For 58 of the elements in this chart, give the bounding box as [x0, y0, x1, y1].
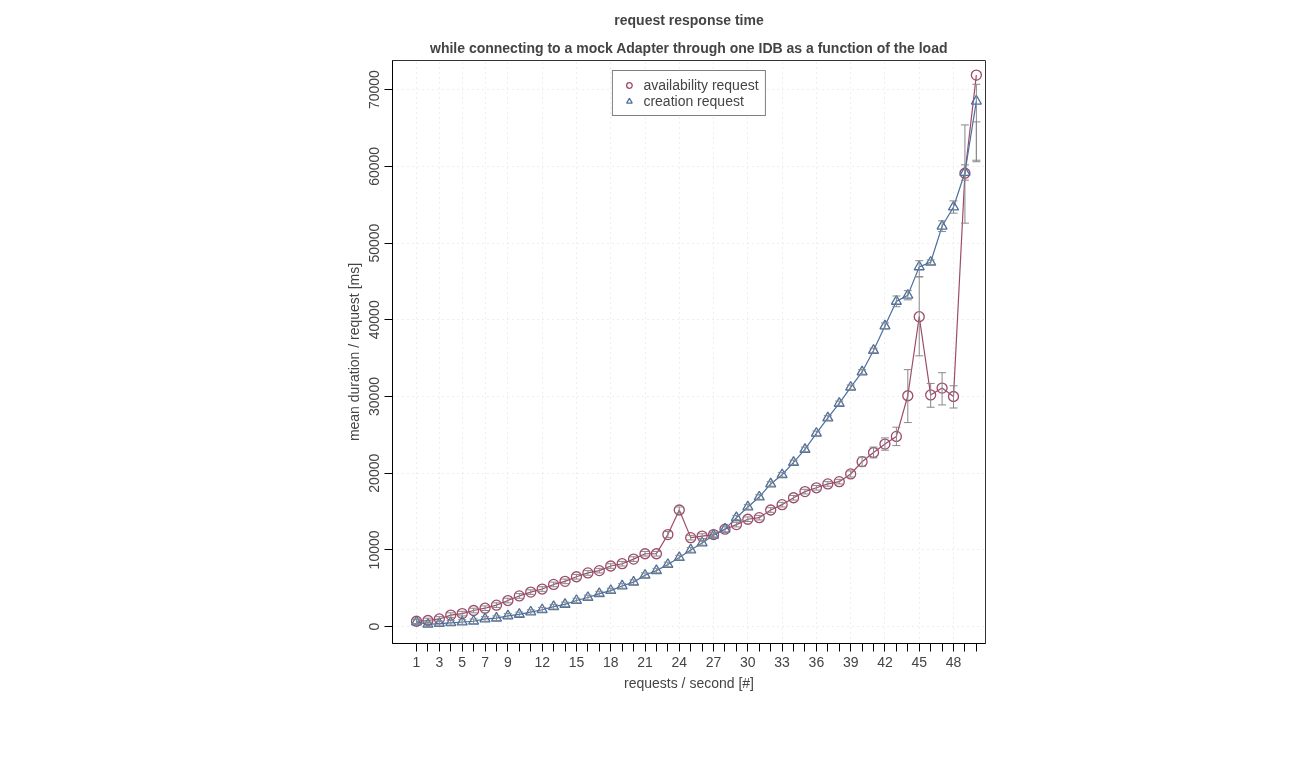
y-tick-label: 60000 [366, 146, 383, 186]
point [559, 597, 571, 608]
x-tick-label: 21 [637, 653, 654, 670]
point [456, 615, 468, 626]
point [936, 382, 948, 394]
x-tick-label: 15 [568, 653, 585, 670]
y-tick-label: 20000 [366, 453, 383, 493]
x-tick-label: 48 [945, 653, 962, 670]
point [810, 426, 823, 437]
point [833, 396, 845, 407]
point [822, 411, 834, 422]
x-tick-label: 30 [740, 653, 756, 670]
x-tick-label: 24 [671, 653, 688, 670]
point [947, 390, 960, 403]
x-tick-label: 1 [412, 653, 421, 670]
y-tick-label: 50000 [366, 223, 383, 263]
point [513, 607, 525, 618]
chart-title: request response time [614, 11, 764, 28]
point [913, 311, 925, 323]
point [913, 260, 925, 271]
point [639, 568, 651, 579]
point [970, 94, 983, 105]
point [925, 255, 937, 266]
x-tick-label: 18 [602, 653, 619, 670]
y-tick-label: 0 [366, 622, 383, 631]
legend-label: availability request [643, 77, 759, 93]
point [925, 389, 937, 401]
x-tick-label: 12 [534, 653, 551, 670]
point [616, 579, 628, 590]
chart-subtitle: while connecting to a mock Adapter through one IDB as a function of the load [428, 39, 948, 56]
x-tick-label: 39 [842, 653, 859, 670]
x-tick-label: 5 [458, 653, 467, 670]
y-tick-label: 70000 [366, 69, 383, 110]
legend-label: creation request [643, 93, 744, 109]
y-tick-label: 40000 [366, 300, 383, 340]
x-tick-label: 42 [877, 653, 893, 670]
point [970, 69, 983, 81]
point [490, 611, 503, 622]
point [765, 477, 777, 488]
point [753, 490, 765, 501]
x-tick-label: 27 [705, 653, 722, 670]
point [845, 380, 857, 391]
y-tick-label: 30000 [366, 376, 383, 416]
x-tick-label: 9 [504, 653, 513, 670]
y-tick-label: 10000 [366, 530, 383, 570]
point [902, 390, 914, 402]
y-axis-title: mean duration / request [ms] [345, 262, 362, 442]
point [525, 605, 537, 616]
point [890, 430, 903, 443]
point [467, 614, 480, 625]
point [685, 543, 697, 554]
x-tick-label: 36 [808, 653, 825, 670]
x-tick-label: 45 [911, 653, 928, 670]
x-tick-label: 7 [481, 653, 490, 670]
x-tick-label: 33 [774, 653, 791, 670]
x-tick-label: 3 [435, 653, 444, 670]
point [627, 575, 640, 586]
x-axis-title: requests / second [#] [624, 674, 754, 691]
